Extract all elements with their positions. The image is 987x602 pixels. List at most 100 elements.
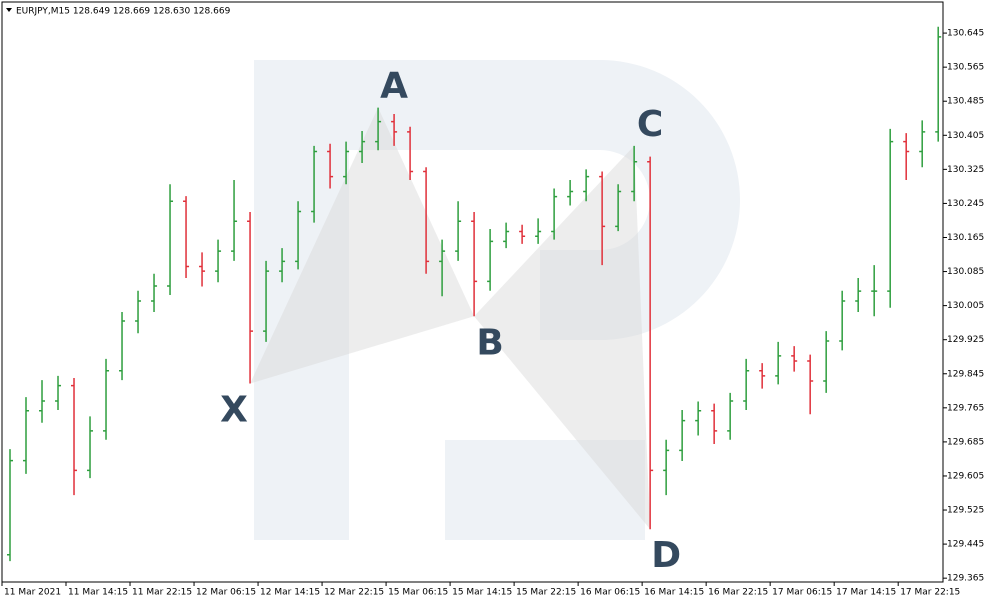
- x-tick-label: 15 Mar 06:15: [388, 588, 448, 598]
- plot-frame: [1, 1, 944, 583]
- x-tick-label: 17 Mar 14:15: [836, 588, 896, 598]
- watermark-foot: [445, 440, 645, 540]
- y-tick-label: 129.365: [947, 574, 984, 584]
- ohlc-bar: [327, 143, 334, 189]
- x-tick-label: 16 Mar 06:15: [580, 588, 640, 598]
- ohlc-bar: [263, 260, 270, 342]
- ohlc-bar: [711, 403, 718, 445]
- ohlc-bar: [807, 354, 814, 415]
- ohlc-bar: [887, 128, 894, 308]
- ohlc-bar: [839, 290, 846, 351]
- x-tick-label: 11 Mar 14:15: [68, 588, 128, 598]
- x-tick-label: 16 Mar 14:15: [644, 588, 704, 598]
- ohlc-bar: [215, 239, 222, 283]
- ohlc-bar: [7, 449, 14, 562]
- y-tick-label: 130.325: [947, 165, 984, 175]
- ohlc-bar: [727, 392, 734, 440]
- ohlc-bar: [87, 416, 94, 479]
- y-tick-label: 129.445: [947, 540, 984, 550]
- pattern-label: C: [637, 104, 663, 145]
- ohlc-bar: [407, 126, 414, 181]
- ohlc-bar: [183, 196, 190, 278]
- pattern-label: B: [476, 322, 503, 363]
- ohlc-bar: [135, 290, 142, 334]
- watermark-stem: [254, 60, 349, 540]
- ohlc-bar: [791, 346, 798, 372]
- ohlc-bar: [167, 184, 174, 295]
- ohlc-bar: [23, 397, 30, 474]
- ohlc-bar: [295, 201, 302, 270]
- x-tick-label: 12 Mar 06:15: [196, 588, 256, 598]
- ohlc-bar: [311, 145, 318, 223]
- ohlc-bar: [487, 228, 494, 291]
- watermark: [254, 60, 740, 540]
- ohlc-bar: [375, 107, 382, 151]
- ohlc-bar: [343, 141, 350, 185]
- ohlc-bar: [679, 409, 686, 462]
- ohlc-bar: [519, 224, 526, 244]
- x-tick-label: 12 Mar 22:15: [324, 588, 384, 598]
- x-tick-label: 11 Mar 22:15: [132, 588, 192, 598]
- y-tick-label: 129.845: [947, 369, 984, 379]
- ohlc-bar: [455, 201, 462, 261]
- ohlc-bar: [551, 188, 558, 240]
- ohlc-bar: [279, 248, 286, 283]
- ohlc-bar: [471, 211, 478, 317]
- ohlc-bar: [871, 265, 878, 317]
- ohlc-bar: [759, 363, 766, 389]
- y-tick-label: 129.685: [947, 437, 984, 447]
- ohlc-bar: [599, 171, 606, 266]
- y-tick-label: 130.085: [947, 267, 984, 277]
- ohlc-bar: [695, 401, 702, 436]
- y-tick-label: 129.925: [947, 335, 984, 345]
- y-tick-label: 130.645: [947, 29, 984, 39]
- x-tick-label: 17 Mar 22:15: [900, 588, 960, 598]
- y-tick-label: 129.765: [947, 403, 984, 413]
- ohlc-bar: [919, 120, 926, 168]
- x-tick-label: 16 Mar 22:15: [708, 588, 768, 598]
- ohlc-bar: [583, 169, 590, 202]
- x-tick-label: 15 Mar 22:15: [516, 588, 576, 598]
- pattern-triangle: [474, 145, 651, 530]
- y-tick-label: 130.565: [947, 63, 984, 73]
- y-tick-label: 130.165: [947, 233, 984, 243]
- ohlc-bar: [359, 131, 366, 163]
- ohlc-bar: [247, 211, 254, 384]
- x-tick-label: 11 Mar 2021: [4, 588, 61, 598]
- ohlc-bar: [391, 113, 398, 146]
- ohlc-bar: [935, 26, 942, 142]
- ohlc-bar: [103, 358, 110, 440]
- ohlc-bar: [615, 184, 622, 232]
- ohlc-bar: [567, 180, 574, 206]
- ohlc-bar: [231, 180, 238, 261]
- ohlc-bar: [151, 273, 158, 313]
- ohlc-bar: [119, 312, 126, 381]
- ohlc-bar: [71, 378, 78, 496]
- watermark-bowl: [349, 60, 740, 340]
- ohlc-bar: [439, 239, 446, 297]
- pattern-label: X: [220, 390, 248, 431]
- x-tick-label: 12 Mar 14:15: [260, 588, 320, 598]
- ohlc-bar: [423, 167, 430, 274]
- y-tick-label: 130.245: [947, 199, 984, 209]
- ohlc-bar: [743, 358, 750, 410]
- y-tick-label: 130.485: [947, 97, 984, 107]
- ohlc-bar: [663, 439, 670, 496]
- ohlc-bar: [39, 380, 46, 423]
- header-arrow: [6, 8, 12, 12]
- ohlc-bar: [823, 331, 830, 393]
- ohlc-bar: [55, 375, 62, 410]
- ohlc-bar: [855, 277, 862, 313]
- pattern-label: D: [651, 535, 681, 576]
- y-tick-label: 129.525: [947, 506, 984, 516]
- x-tick-label: 15 Mar 14:15: [452, 588, 512, 598]
- pattern-triangle: [250, 107, 475, 384]
- ohlc-bar: [903, 133, 910, 181]
- y-tick-label: 130.005: [947, 301, 984, 311]
- header-text: EURJPY,M15 128.649 128.669 128.630 128.6…: [16, 7, 231, 17]
- ohlc-bar: [631, 145, 638, 202]
- ohlc-bar: [503, 222, 510, 249]
- y-tick-label: 129.605: [947, 471, 984, 481]
- pattern-label: A: [380, 66, 408, 107]
